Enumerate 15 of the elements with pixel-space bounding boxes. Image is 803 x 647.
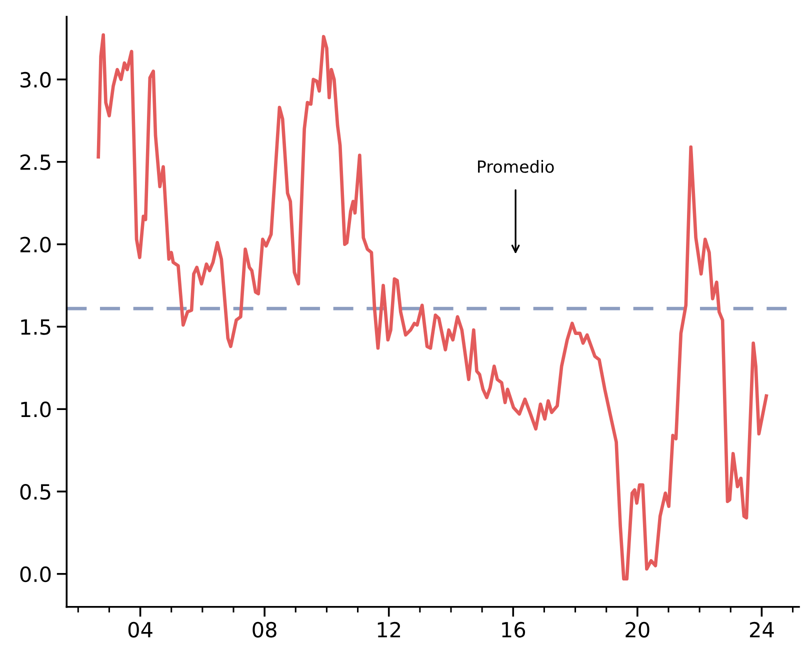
y-tick-label: 0.5 xyxy=(20,484,50,500)
y-tick-label: 2.0 xyxy=(20,236,51,252)
x-tick-label: 24 xyxy=(750,622,774,638)
x-tick-label: 08 xyxy=(252,622,276,638)
x-tick-label: 20 xyxy=(626,622,650,638)
y-tick-label: 0.0 xyxy=(20,566,51,582)
y-tick-label: 1.0 xyxy=(21,402,51,418)
x-tick-label: 16 xyxy=(502,622,526,638)
y-tick-label: 3.0 xyxy=(20,72,51,88)
y-tick-label: 1.5 xyxy=(21,319,50,335)
x-tick-label: 12 xyxy=(378,622,400,638)
annotation: Promedio xyxy=(478,160,554,173)
line-series xyxy=(96,33,768,581)
y-tick-label: 2.5 xyxy=(20,154,50,170)
x-tick-label: 04 xyxy=(128,622,152,638)
